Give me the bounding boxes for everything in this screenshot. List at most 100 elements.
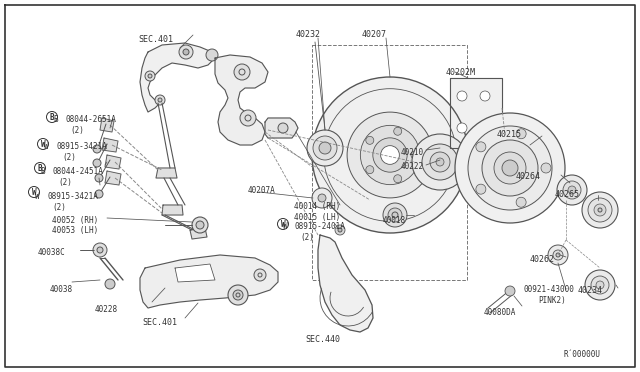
Circle shape: [412, 134, 468, 190]
Polygon shape: [140, 255, 278, 308]
Circle shape: [192, 217, 208, 233]
Circle shape: [366, 166, 374, 174]
Circle shape: [594, 204, 606, 216]
Text: 08915-2401A: 08915-2401A: [295, 222, 346, 231]
Circle shape: [476, 184, 486, 194]
Circle shape: [38, 138, 49, 150]
Circle shape: [383, 203, 407, 227]
Circle shape: [95, 174, 103, 182]
Circle shape: [541, 163, 551, 173]
Circle shape: [278, 218, 289, 230]
Polygon shape: [450, 78, 502, 148]
Text: W: W: [283, 222, 287, 231]
Circle shape: [158, 98, 162, 102]
Text: (2): (2): [70, 126, 84, 135]
Circle shape: [93, 243, 107, 257]
Text: 40052 (RH): 40052 (RH): [52, 216, 99, 225]
Text: W: W: [44, 142, 49, 151]
Text: 40262: 40262: [530, 255, 555, 264]
Text: B: B: [40, 167, 45, 176]
Text: (2): (2): [52, 203, 66, 212]
Text: 40053 (LH): 40053 (LH): [52, 226, 99, 235]
Text: 40215: 40215: [497, 130, 522, 139]
Circle shape: [468, 126, 552, 210]
Text: 40265: 40265: [555, 190, 580, 199]
Text: 40264: 40264: [516, 172, 541, 181]
Circle shape: [313, 136, 337, 160]
Polygon shape: [175, 264, 215, 282]
Circle shape: [97, 247, 103, 253]
Circle shape: [502, 160, 518, 176]
Text: (2): (2): [58, 178, 72, 187]
Circle shape: [179, 45, 193, 59]
Polygon shape: [105, 171, 121, 185]
Circle shape: [35, 163, 45, 173]
Circle shape: [553, 250, 563, 260]
Polygon shape: [102, 138, 118, 152]
Text: B: B: [38, 164, 42, 173]
Circle shape: [228, 285, 248, 305]
Circle shape: [548, 245, 568, 265]
Circle shape: [183, 49, 189, 55]
Text: W: W: [41, 140, 45, 148]
Circle shape: [312, 77, 468, 233]
Polygon shape: [105, 155, 121, 169]
Text: W: W: [32, 187, 36, 196]
Circle shape: [93, 159, 101, 167]
Text: 40038: 40038: [50, 285, 73, 294]
Circle shape: [318, 194, 326, 202]
Text: B: B: [53, 115, 58, 124]
Circle shape: [596, 281, 604, 289]
Circle shape: [105, 279, 115, 289]
Text: SEC.401: SEC.401: [138, 35, 173, 44]
Polygon shape: [318, 235, 373, 332]
Polygon shape: [162, 205, 183, 215]
Circle shape: [557, 175, 587, 205]
Polygon shape: [156, 168, 177, 178]
Circle shape: [366, 136, 374, 144]
Circle shape: [457, 123, 467, 133]
Circle shape: [585, 270, 615, 300]
Circle shape: [196, 221, 204, 229]
Polygon shape: [190, 228, 207, 239]
Circle shape: [148, 74, 152, 78]
Text: 40234: 40234: [578, 286, 603, 295]
Circle shape: [455, 113, 565, 223]
Circle shape: [430, 152, 450, 172]
Circle shape: [394, 127, 402, 135]
Polygon shape: [215, 55, 268, 145]
Text: 40222: 40222: [401, 162, 424, 171]
Circle shape: [95, 190, 103, 198]
Text: 00921-43000: 00921-43000: [524, 285, 575, 294]
Circle shape: [411, 151, 419, 159]
Circle shape: [598, 208, 602, 212]
Circle shape: [155, 95, 165, 105]
Circle shape: [93, 145, 101, 153]
Circle shape: [47, 112, 58, 122]
Text: 40080DA: 40080DA: [484, 308, 516, 317]
Text: 08915-3421A: 08915-3421A: [56, 142, 107, 151]
Circle shape: [563, 181, 581, 199]
Text: (2): (2): [300, 233, 314, 242]
Polygon shape: [140, 43, 215, 112]
Text: B: B: [50, 112, 54, 122]
Text: 40014 (RH): 40014 (RH): [294, 202, 340, 211]
Circle shape: [307, 130, 343, 166]
Text: 40018: 40018: [383, 216, 406, 225]
Text: PINK2): PINK2): [538, 296, 566, 305]
Circle shape: [347, 112, 433, 198]
Circle shape: [29, 186, 40, 198]
Text: 40210: 40210: [401, 148, 424, 157]
Circle shape: [516, 197, 526, 207]
Circle shape: [373, 138, 407, 172]
Circle shape: [480, 123, 490, 133]
Circle shape: [234, 64, 250, 80]
Text: R´00000U: R´00000U: [564, 350, 601, 359]
Circle shape: [319, 142, 331, 154]
Text: 08044-2651A: 08044-2651A: [65, 115, 116, 124]
Circle shape: [381, 146, 399, 164]
Text: 40202M: 40202M: [446, 68, 476, 77]
Text: 40228: 40228: [95, 305, 118, 314]
Text: (2): (2): [62, 153, 76, 162]
Circle shape: [556, 253, 560, 257]
